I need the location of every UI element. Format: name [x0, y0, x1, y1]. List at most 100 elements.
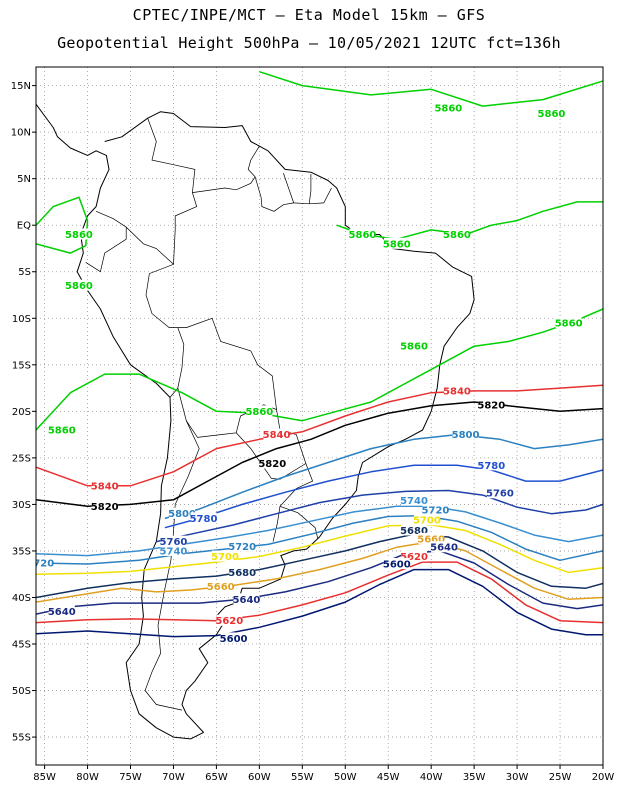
- contour-5600: [36, 568, 603, 638]
- border-line: [272, 463, 314, 542]
- contour-5780: [164, 464, 603, 529]
- lon-tick-label: 35W: [463, 772, 486, 783]
- contour-label-bg: [220, 632, 247, 644]
- contour-label-bg: [349, 228, 376, 240]
- contour-label-bg: [207, 580, 234, 592]
- contour-label: 5860: [443, 230, 471, 241]
- lat-tick-label: 5S: [18, 267, 31, 278]
- contour-label: 5860: [400, 342, 428, 353]
- contour-label-bg: [443, 384, 470, 396]
- contour-label-bg: [538, 107, 565, 119]
- contour-label-bg: [401, 494, 427, 506]
- contour-label: 5620: [400, 552, 428, 563]
- contour-label: 5860: [538, 109, 566, 120]
- contour-label-bg: [259, 457, 286, 469]
- contour-label: 5780: [477, 461, 505, 472]
- lon-tick-label: 75W: [119, 772, 142, 783]
- lat-tick-label: 35S: [12, 546, 31, 557]
- contour-label-bg: [418, 532, 445, 544]
- contour-label-bg: [401, 550, 427, 562]
- contour-label-bg: [478, 459, 505, 471]
- contour-label-bg: [383, 237, 410, 249]
- contour-label-bg: [431, 541, 458, 553]
- lat-tick-label: 50S: [12, 686, 31, 697]
- border-line: [177, 317, 277, 438]
- contour-label-bg: [91, 500, 118, 512]
- border-line: [309, 187, 332, 205]
- contour-label: 5800: [168, 509, 196, 520]
- title-line-2: Geopotential Height 500hPa – 10/05/2021 …: [57, 34, 561, 52]
- contour-label-bg: [36, 557, 54, 569]
- contour-label: 5860: [434, 103, 462, 114]
- lat-tick-label: 20S: [12, 407, 31, 418]
- lon-tick-label: 30W: [506, 772, 529, 783]
- country-borders: [85, 118, 332, 711]
- border-line: [147, 118, 198, 265]
- contour-5760: [156, 489, 603, 543]
- contour-label-bg: [160, 544, 187, 556]
- contour-label: 5820: [91, 502, 119, 513]
- contour-label-bg: [65, 279, 92, 291]
- contour-5840: [36, 384, 603, 487]
- contour-label: 5840: [443, 386, 471, 397]
- contour-label-bg: [435, 101, 462, 113]
- contour-5620: [36, 561, 603, 624]
- contour-label: 5720: [26, 559, 54, 570]
- lon-tick-label: 70W: [162, 772, 185, 783]
- lat-tick-label: 40S: [12, 593, 31, 604]
- contour-5660: [36, 540, 603, 603]
- lat-tick-label: 10S: [12, 314, 31, 325]
- contour-label: 5760: [160, 537, 188, 548]
- lat-tick-label: 55S: [12, 733, 31, 744]
- contour-5740: [36, 505, 603, 557]
- contour-label-bg: [91, 479, 118, 491]
- lat-tick-label: 45S: [12, 640, 31, 651]
- contour-label: 5780: [190, 514, 218, 525]
- contour-label: 5720: [228, 542, 256, 553]
- contour-label-bg: [216, 614, 243, 626]
- contour-label: 5640: [233, 595, 261, 606]
- contour-label: 5640: [430, 543, 458, 554]
- lon-tick-label: 60W: [248, 772, 271, 783]
- border-line: [192, 145, 260, 193]
- contour-5860: [36, 308, 603, 431]
- lat-tick-label: 15N: [11, 81, 31, 92]
- contour-label: 5740: [400, 496, 428, 507]
- contour-label: 5860: [383, 239, 411, 250]
- height-contours: [36, 70, 603, 638]
- border-line: [85, 210, 127, 273]
- contour-label-bg: [452, 428, 479, 440]
- contour-label: 5660: [417, 534, 445, 545]
- contour-label-bg: [263, 428, 290, 440]
- contour-label: 5600: [383, 559, 411, 570]
- contour-label: 5860: [65, 230, 93, 241]
- contour-5680: [36, 533, 603, 599]
- lat-tick-label: 10N: [11, 128, 31, 139]
- contour-label-bg: [229, 566, 256, 578]
- contour-label-bg: [401, 340, 427, 352]
- contour-label-bg: [65, 228, 92, 240]
- border-line: [283, 172, 312, 205]
- contour-5720: [36, 514, 603, 565]
- lon-tick-label: 85W: [33, 772, 56, 783]
- border-line: [125, 226, 185, 398]
- contour-label-bg: [190, 512, 217, 524]
- contour-5860: [36, 196, 89, 254]
- lon-tick-label: 20W: [592, 772, 615, 783]
- contour-label-bg: [212, 550, 238, 562]
- contour-label: 5640: [48, 607, 76, 618]
- contour-5700: [36, 524, 603, 575]
- axis-ticks: 15N 10N 5N EQ 5S 10S 15S 20S 25S 30S 35S 40S 45S 50S 5…: [11, 81, 615, 783]
- lon-tick-label: 40W: [420, 772, 443, 783]
- plot-frame: [35, 66, 604, 766]
- lon-tick-label: 25W: [549, 772, 572, 783]
- lon-tick-label: 80W: [76, 772, 99, 783]
- contour-label: 5800: [452, 430, 480, 441]
- contour-label-bg: [486, 487, 513, 499]
- contour-5860: [259, 70, 603, 107]
- contour-label: 5600: [220, 634, 248, 645]
- contour-label-bg: [478, 398, 505, 410]
- contour-label: 5860: [245, 407, 273, 418]
- contour-label: 5860: [349, 230, 377, 241]
